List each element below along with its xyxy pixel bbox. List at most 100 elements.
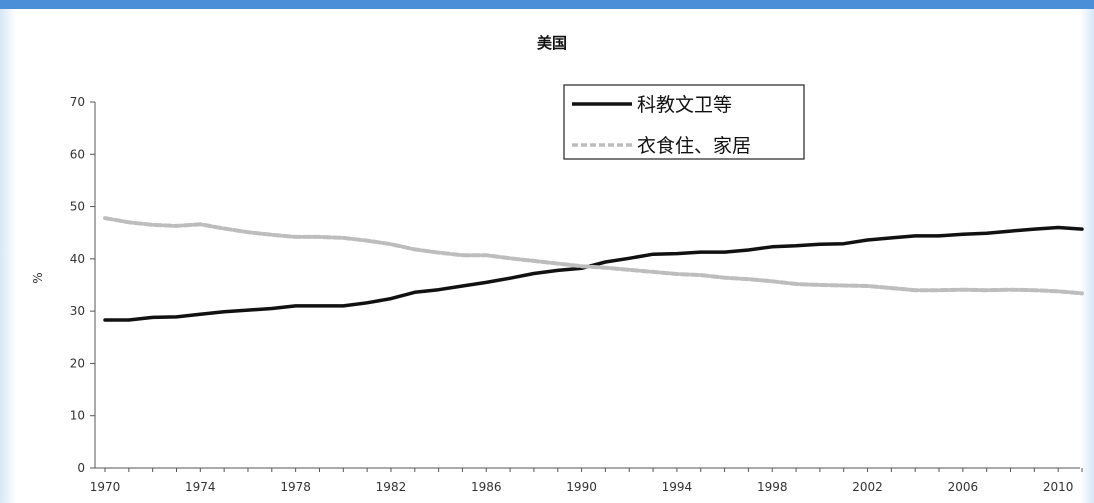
series-2-point: [366, 239, 368, 242]
x-tick-label: 1978: [280, 480, 311, 494]
y-axis-label: %: [31, 272, 45, 283]
series-1-point: [652, 253, 654, 255]
y-tick-label: 70: [70, 95, 85, 109]
series-2-point: [151, 224, 154, 226]
series-1-point: [604, 261, 607, 263]
x-tick-label: 1970: [90, 480, 121, 494]
series-1-point: [747, 249, 750, 251]
chart-axes: 0 10 20 30 40 50 60 70 1970 1974 1978 1982 1986 1990 1…: [70, 95, 1083, 494]
y-tick-label: 20: [70, 356, 85, 370]
series-1-point: [795, 245, 797, 247]
series-2-point: [604, 266, 607, 269]
series-2-point: [723, 276, 726, 279]
series-1-point: [461, 285, 464, 287]
y-tick-label: 60: [70, 147, 85, 161]
x-tick-label: 2006: [948, 480, 979, 494]
series-1-point: [890, 237, 893, 239]
series-1-point: [723, 251, 726, 253]
series-1-point: [175, 316, 178, 318]
y-tick-label: 30: [70, 304, 85, 318]
series-2-point: [890, 287, 893, 289]
series-2-point: [342, 237, 345, 239]
series-1-point: [938, 235, 940, 237]
series-1-point: [366, 302, 368, 304]
series-1-point: [1033, 228, 1036, 230]
series-2-point: [771, 280, 773, 283]
series-1-point: [866, 239, 869, 241]
series-1-point: [342, 305, 345, 307]
x-tick-label: 1982: [376, 480, 407, 494]
series-2-point: [199, 223, 202, 226]
series-1-point: [509, 277, 511, 280]
chart-series: [103, 216, 1084, 322]
window-left-border: [0, 9, 16, 503]
y-tick-label: 50: [70, 200, 85, 214]
series-2-point: [223, 227, 225, 230]
series-2-point: [1081, 292, 1083, 295]
series-1-point: [414, 291, 416, 294]
series-2-point: [819, 284, 821, 286]
series-1-point: [151, 316, 154, 319]
series-2-point: [676, 273, 678, 275]
x-tick-label: 1986: [471, 480, 502, 494]
series-2-point: [485, 254, 488, 256]
x-tick-label: 1998: [757, 480, 788, 494]
series-2-point: [747, 278, 750, 281]
series-2-point: [842, 284, 845, 287]
y-tick-label: 10: [70, 409, 85, 423]
window-top-border: [0, 0, 1094, 9]
series-2-point: [580, 265, 583, 268]
series-2-point: [795, 283, 797, 285]
series-2-point: [414, 248, 416, 251]
legend-box: [563, 84, 805, 160]
series-2-point: [652, 271, 654, 273]
series-2-point: [437, 251, 440, 254]
series-1-point: [676, 252, 678, 255]
series-1-point: [223, 310, 225, 313]
series-line-1: [103, 225, 1084, 322]
series-2-point: [1009, 288, 1012, 291]
series-1-point: [247, 309, 249, 311]
series-1-point: [437, 288, 440, 291]
x-tick-label: 2010: [1043, 480, 1074, 494]
series-line-2: [103, 216, 1084, 296]
series-2-point: [271, 234, 273, 236]
series-2-point: [557, 262, 559, 265]
y-tick-label: 40: [70, 252, 85, 266]
series-1-point: [1081, 228, 1083, 230]
chart-legend: 科教文卫等 衣食住、家居: [563, 84, 805, 160]
series-2-point: [699, 274, 702, 276]
series-1-point: [962, 233, 964, 236]
series-2-point: [962, 288, 964, 291]
y-tick-label: 0: [77, 461, 85, 475]
series-2-point: [1033, 289, 1036, 292]
series-1-point: [1009, 230, 1012, 232]
series-2-point: [938, 289, 940, 292]
series-1-point: [199, 313, 202, 316]
series-2-point: [866, 285, 869, 287]
series-2-point: [985, 289, 988, 292]
series-2-point: [533, 260, 535, 262]
series-2-point: [914, 289, 916, 292]
series-1-point: [771, 246, 773, 248]
series-1-point: [128, 319, 130, 321]
series-1-point: [557, 269, 559, 272]
legend-label-1: 科教文卫等: [637, 94, 732, 116]
series-2-point: [461, 254, 464, 256]
series-2-point: [1057, 290, 1059, 293]
series-1-point: [104, 319, 106, 321]
x-tick-label: 1974: [185, 480, 216, 494]
series-1-point: [819, 243, 821, 245]
series-1-point: [914, 235, 916, 237]
series-2-point: [175, 225, 178, 227]
series-1-point: [985, 232, 988, 234]
series-1-point: [628, 257, 630, 260]
series-1-point: [842, 242, 845, 245]
series-1-point: [271, 307, 273, 310]
series-1-point: [533, 272, 535, 275]
x-tick-label: 1994: [662, 480, 693, 494]
series-1-point: [294, 305, 297, 307]
series-1-point: [485, 281, 488, 284]
x-tick-label: 2002: [852, 480, 883, 494]
